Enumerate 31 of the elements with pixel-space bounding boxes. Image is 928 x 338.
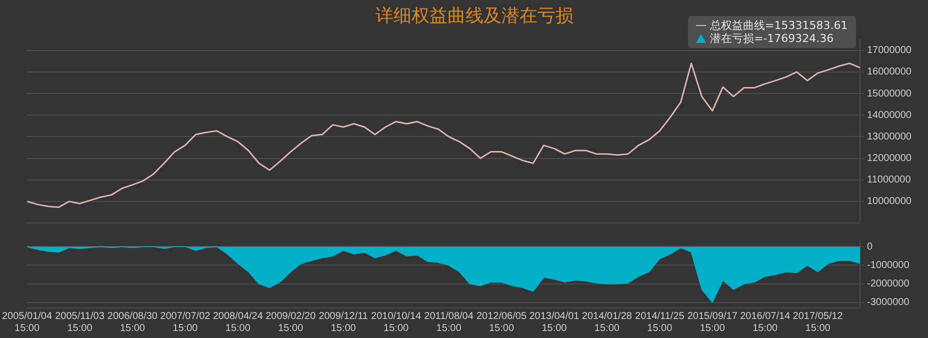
x-tick-label: 2012/06/05 15:00 [476,310,527,334]
y-tick-label: 10000000 [867,196,912,208]
x-tick-label: 2010/10/14 15:00 [371,310,422,334]
x-tick-label: 2009/02/20 15:00 [266,310,316,334]
x-tick-label: 2006/08/30 15:00 [107,310,158,334]
x-tick-label: 2007/07/02 15:00 [160,310,211,334]
x-tick-label: 2016/07/14 15:00 [740,310,791,334]
chart-title: 详细权益曲线及潜在亏损 [376,5,574,26]
x-tick-label: 2014/01/28 15:00 [582,310,632,334]
x-tick-label: 2011/08/04 15:00 [424,310,474,334]
x-tick-label: 2008/04/24 15:00 [212,310,264,334]
y-tick-label: 16000000 [867,66,912,78]
x-tick-label: 2009/12/11 15:00 [318,310,368,334]
text: 总权益曲线=15331583.61 [710,18,848,32]
x-tick-label: 2005/11/03 15:00 [55,310,105,334]
y-tick-label: 15000000 [867,88,912,100]
y-tick-label: 12000000 [867,153,912,164]
x-tick-label: 2013/04/01 15:00 [529,310,580,334]
x-tick-label: 2014/11/25 15:00 [635,310,685,334]
annotation: 潜在亏损=-1769324.36 [710,32,834,45]
x-tick-label: 2017/05/12 15:00 [792,310,844,334]
y-tick-label: 13000000 [867,131,912,142]
y-tick-label: 17000000 [867,45,912,56]
x-tick-label: 2015/09/17 15:00 [687,310,738,334]
y-tick-label: -2000000 [867,278,910,290]
x-tick-label: 2005/01/04 15:00 [2,310,52,334]
y-tick-label: -3000000 [867,297,910,308]
y-tick-label: 14000000 [867,110,912,121]
y-tick-label: -1000000 [867,260,910,271]
y-tick-label: 11000000 [867,174,912,186]
y-tick-label: 0 [867,241,873,252]
